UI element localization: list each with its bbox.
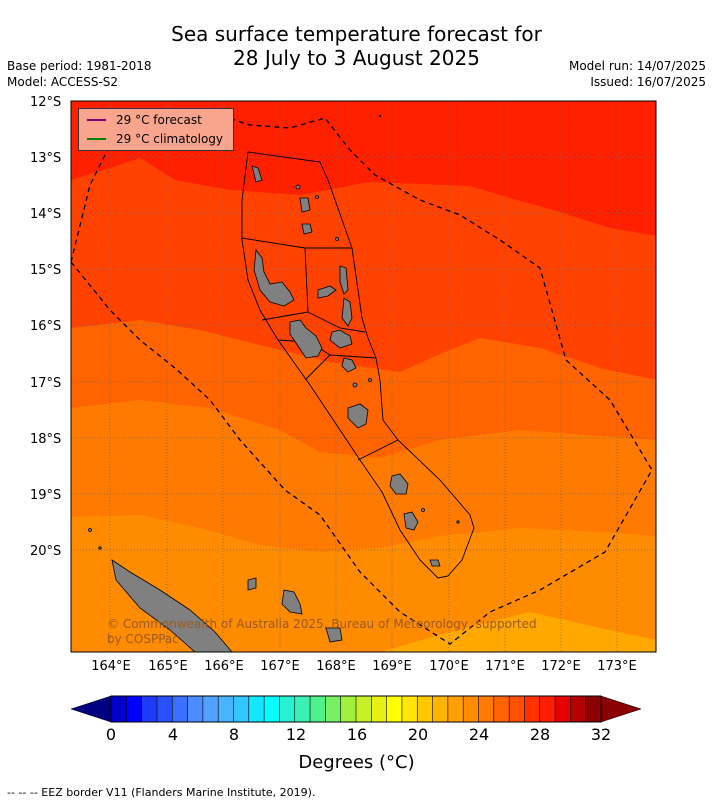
colorbar-swatch — [126, 696, 142, 722]
lat-label: 20°S — [30, 544, 62, 559]
lon-label: 169°E — [372, 659, 412, 674]
lat-label: 19°S — [30, 488, 62, 503]
colorbar-swatch — [555, 696, 571, 722]
colorbar-swatch — [493, 696, 510, 722]
colorbar-swatch — [356, 696, 372, 722]
colorbar-swatch — [478, 696, 495, 722]
lat-label: 18°S — [30, 432, 62, 447]
lon-label: 165°E — [148, 659, 188, 674]
eez-footnote: -- -- -- EEZ border V11 (Flanders Marine… — [7, 786, 316, 799]
colorbar-tick: 28 — [529, 725, 551, 744]
sst-map — [71, 101, 656, 652]
colorbar-tick: 12 — [285, 725, 307, 744]
colorbar-swatch — [509, 696, 525, 722]
map-legend: 29 °C forecast 29 °C climatology — [78, 108, 234, 151]
lat-label: 12°S — [30, 95, 62, 110]
colorbar-swatch — [248, 696, 265, 722]
colorbar-swatch — [417, 696, 433, 722]
colorbar-swatch — [570, 696, 586, 722]
legend-forecast-label: 29 °C forecast — [116, 113, 202, 127]
colorbar-swatch — [463, 696, 479, 722]
colorbar-swatch — [310, 696, 326, 722]
colorbar-swatch — [141, 696, 158, 722]
lon-label: 172°E — [541, 659, 581, 674]
colorbar-frame — [110, 695, 602, 723]
base-period: Base period: 1981-2018 — [7, 59, 152, 73]
model-name: Model: ACCESS-S2 — [7, 75, 119, 89]
map-frame — [70, 100, 657, 653]
lat-label: 17°S — [30, 376, 62, 391]
colorbar-swatch — [401, 696, 418, 722]
colorbar-swatch — [172, 696, 188, 722]
legend-climatology: 29 °C climatology — [87, 130, 223, 148]
lat-label: 13°S — [30, 151, 62, 166]
colorbar-swatch — [233, 696, 250, 722]
lon-label: 171°E — [485, 659, 525, 674]
eez-border — [71, 111, 653, 645]
colorbar-swatch — [202, 696, 219, 722]
colorbar-swatch — [218, 696, 234, 722]
colorbar-swatch — [524, 696, 541, 722]
colorbar-swatch — [325, 696, 341, 722]
colorbar-swatch — [264, 696, 280, 722]
colorbar-tick: 20 — [407, 725, 429, 744]
colorbar-tick: 24 — [468, 725, 490, 744]
title-line-1: Sea surface temperature forecast for — [171, 22, 542, 46]
colorbar-over-arrow — [600, 695, 642, 723]
colorbar-swatch — [386, 696, 403, 722]
colorbar — [70, 695, 642, 723]
lat-label: 14°S — [30, 207, 62, 222]
colorbar-swatch — [294, 696, 311, 722]
title-line-2: 28 July to 3 August 2025 — [233, 46, 480, 70]
colorbar-swatch — [539, 696, 556, 722]
colorbar-tick: 0 — [105, 725, 117, 744]
colorbar-tick: 8 — [228, 725, 240, 744]
legend-forecast: 29 °C forecast — [87, 111, 202, 129]
islands — [88, 114, 460, 652]
colorbar-under-arrow — [70, 695, 112, 723]
colorbar-swatch — [447, 696, 464, 722]
lat-label: 16°S — [30, 319, 62, 334]
colorbar-swatch — [187, 696, 204, 722]
model-run: Model run: 14/07/2025 — [568, 59, 706, 73]
lon-label: 173°E — [597, 659, 637, 674]
lon-label: 167°E — [260, 659, 300, 674]
legend-climatology-label: 29 °C climatology — [116, 132, 224, 146]
map-title: Sea surface temperature forecast for 28 … — [0, 22, 713, 70]
forecast-line-swatch — [87, 119, 106, 121]
model-info: Base period: 1981-2018 Model: ACCESS-S2 — [7, 58, 152, 90]
colorbar-swatch — [156, 696, 173, 722]
copyright-notice: © Commonwealth of Australia 2025, Bureau… — [107, 617, 537, 646]
lon-label: 170°E — [429, 659, 469, 674]
province-boundaries — [241, 151, 475, 579]
colorbar-tick: 32 — [590, 725, 612, 744]
colorbar-tick: 4 — [167, 725, 179, 744]
colorbar-label: Degrees (°C) — [298, 752, 415, 773]
colorbar-swatch — [585, 696, 602, 722]
lon-label: 164°E — [91, 659, 131, 674]
colorbar-swatch — [111, 696, 127, 722]
climatology-line-swatch — [87, 138, 106, 140]
graticule — [71, 101, 656, 652]
lon-label: 166°E — [204, 659, 244, 674]
colorbar-swatch — [371, 696, 387, 722]
colorbar-swatch — [340, 696, 357, 722]
issued-date: Issued: 16/07/2025 — [590, 75, 706, 89]
colorbar-tick: 16 — [346, 725, 368, 744]
colorbar-swatch — [279, 696, 296, 722]
lon-label: 168°E — [316, 659, 356, 674]
lat-label: 15°S — [30, 263, 62, 278]
colorbar-swatch — [432, 696, 449, 722]
run-info: Model run: 14/07/2025 Issued: 16/07/2025 — [569, 58, 706, 90]
